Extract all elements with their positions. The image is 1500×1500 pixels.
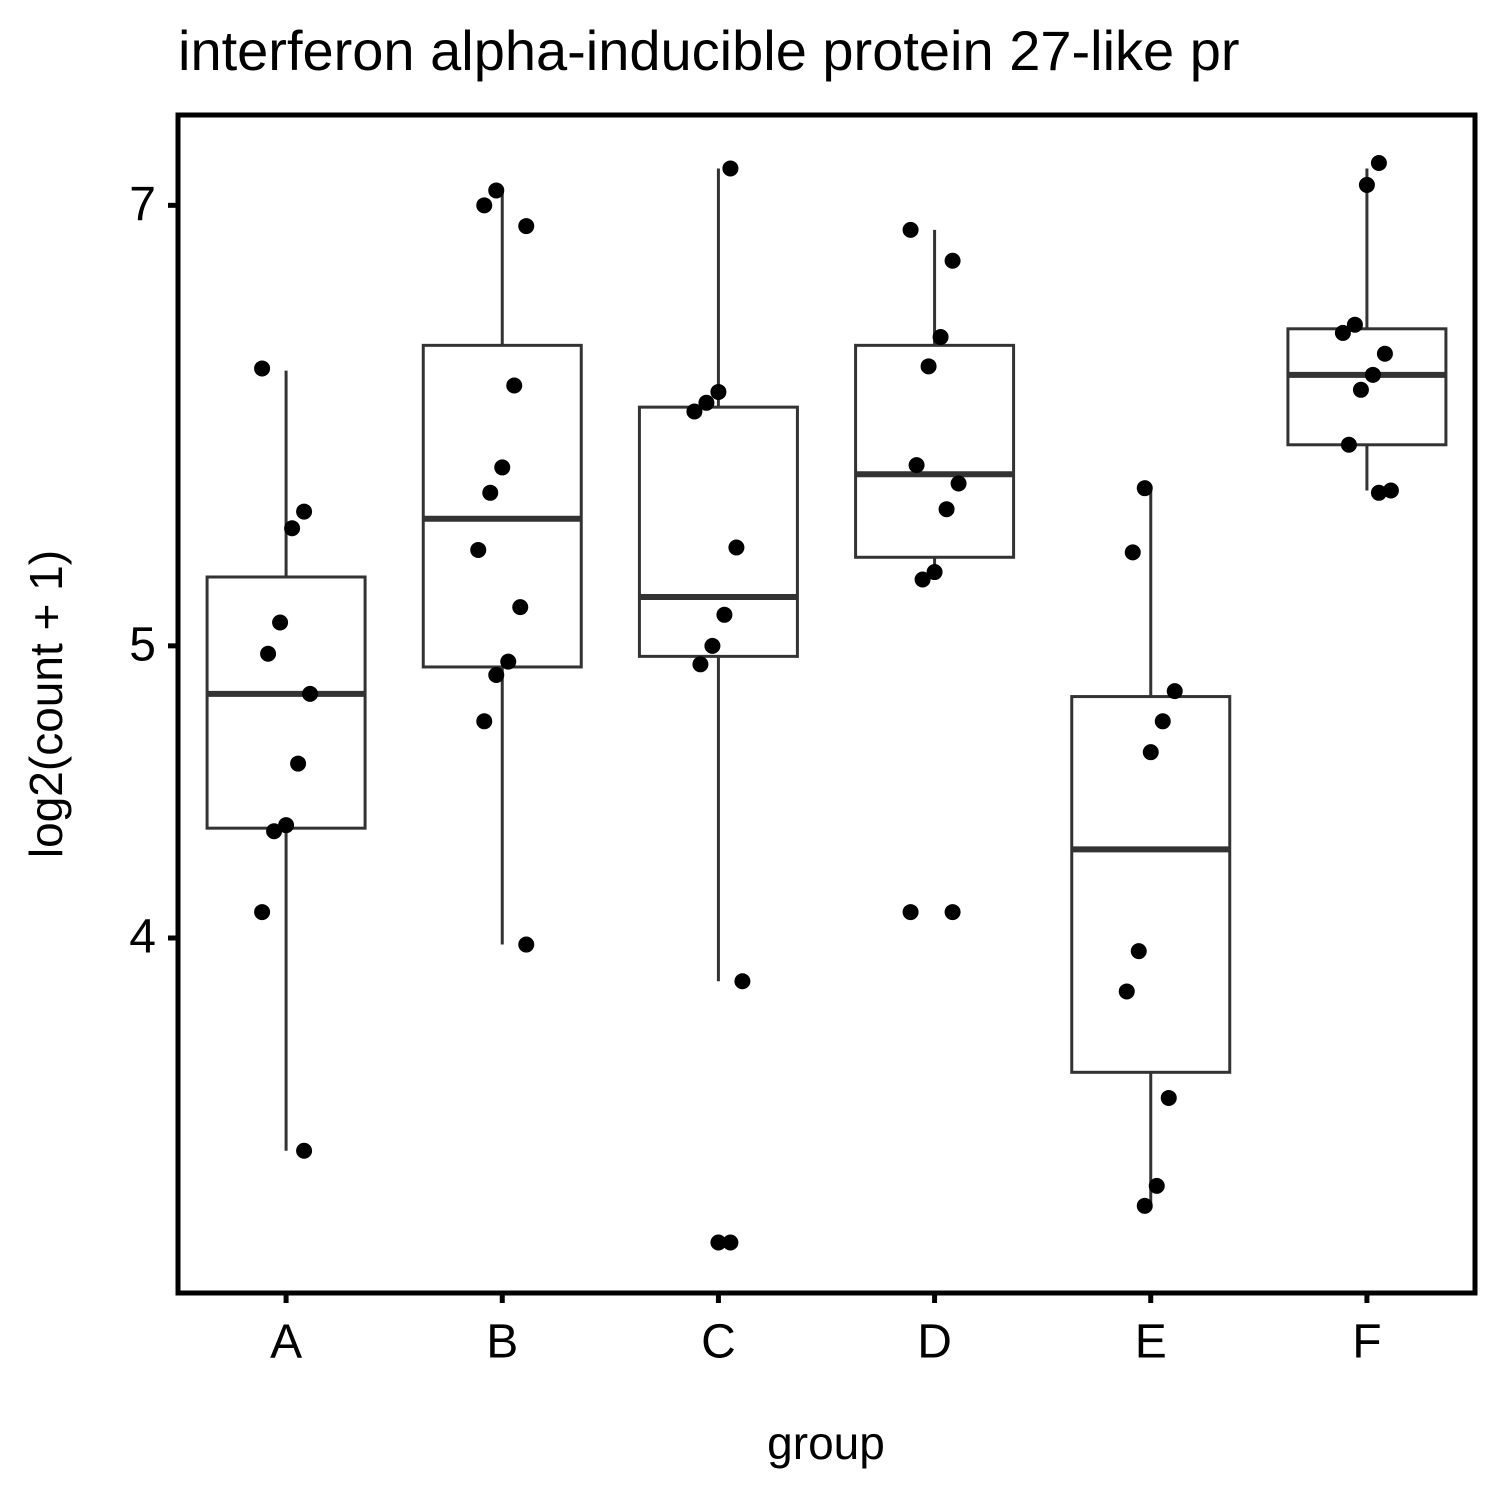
box [421, 343, 583, 669]
y-tick-label: 4 [129, 911, 156, 964]
data-point [698, 394, 715, 411]
data-point [1376, 345, 1393, 362]
data-point [518, 936, 535, 953]
data-point [1130, 943, 1147, 960]
data-point [302, 685, 319, 702]
data-point [296, 1142, 313, 1159]
x-tick-label: E [1135, 1316, 1167, 1369]
data-point [710, 1234, 727, 1251]
x-tick-label: F [1352, 1316, 1381, 1369]
data-point [254, 904, 271, 921]
data-point [518, 218, 535, 235]
data-point [710, 383, 727, 400]
data-point [932, 329, 949, 346]
data-point [914, 571, 931, 588]
x-tick-label: B [486, 1316, 518, 1369]
data-point [278, 817, 295, 834]
data-point [1352, 381, 1369, 398]
data-point [1370, 484, 1387, 501]
data-point [260, 645, 277, 662]
x-tick-label: A [270, 1316, 302, 1369]
data-point [716, 606, 733, 623]
data-point [284, 520, 301, 537]
data-point [1340, 436, 1357, 453]
data-point [290, 755, 307, 772]
data-point [944, 252, 961, 269]
box [854, 343, 1016, 559]
data-point [488, 182, 505, 199]
data-point [1142, 744, 1159, 761]
data-point [296, 503, 313, 520]
data-point [494, 459, 511, 476]
data-point [926, 564, 943, 581]
data-point [1124, 544, 1141, 561]
box [205, 575, 367, 830]
data-point [500, 653, 517, 670]
data-point [506, 377, 523, 394]
data-point [920, 358, 937, 375]
data-point [728, 539, 745, 556]
data-point [902, 221, 919, 238]
plot-border [175, 112, 1478, 1296]
data-point [944, 904, 961, 921]
data-point [722, 160, 739, 177]
data-point [908, 457, 925, 474]
data-point [902, 904, 919, 921]
data-point [1370, 155, 1387, 172]
data-point [734, 973, 751, 990]
data-point [476, 713, 493, 730]
data-point [1382, 482, 1399, 499]
data-point [272, 614, 289, 631]
data-point [476, 197, 493, 214]
y-tick-label: 7 [129, 178, 156, 231]
data-point [1148, 1177, 1165, 1194]
data-point [686, 403, 703, 420]
data-point [488, 666, 505, 683]
x-tick-label: C [701, 1316, 736, 1369]
data-point [266, 823, 283, 840]
x-tick-label: D [917, 1316, 952, 1369]
data-point [1334, 324, 1351, 341]
data-point [1346, 316, 1363, 333]
data-point [1166, 683, 1183, 700]
x-axis-label: group [767, 1417, 885, 1469]
data-point [1136, 480, 1153, 497]
data-point [1160, 1089, 1177, 1106]
data-point [722, 1234, 739, 1251]
data-point [950, 475, 967, 492]
data-point [482, 484, 499, 501]
data-point [1118, 983, 1135, 1000]
data-point [254, 360, 271, 377]
y-tick-label: 5 [129, 619, 156, 672]
chart-title: interferon alpha-inducible protein 27-li… [178, 19, 1240, 82]
data-point [470, 541, 487, 558]
data-point [1364, 366, 1381, 383]
data-point [1358, 176, 1375, 193]
data-point [704, 637, 721, 654]
data-point [692, 656, 709, 673]
data-point [1136, 1197, 1153, 1214]
data-point [938, 501, 955, 518]
data-point [1154, 713, 1171, 730]
data-point [512, 599, 529, 616]
y-axis-label: log2(count + 1) [20, 550, 72, 858]
